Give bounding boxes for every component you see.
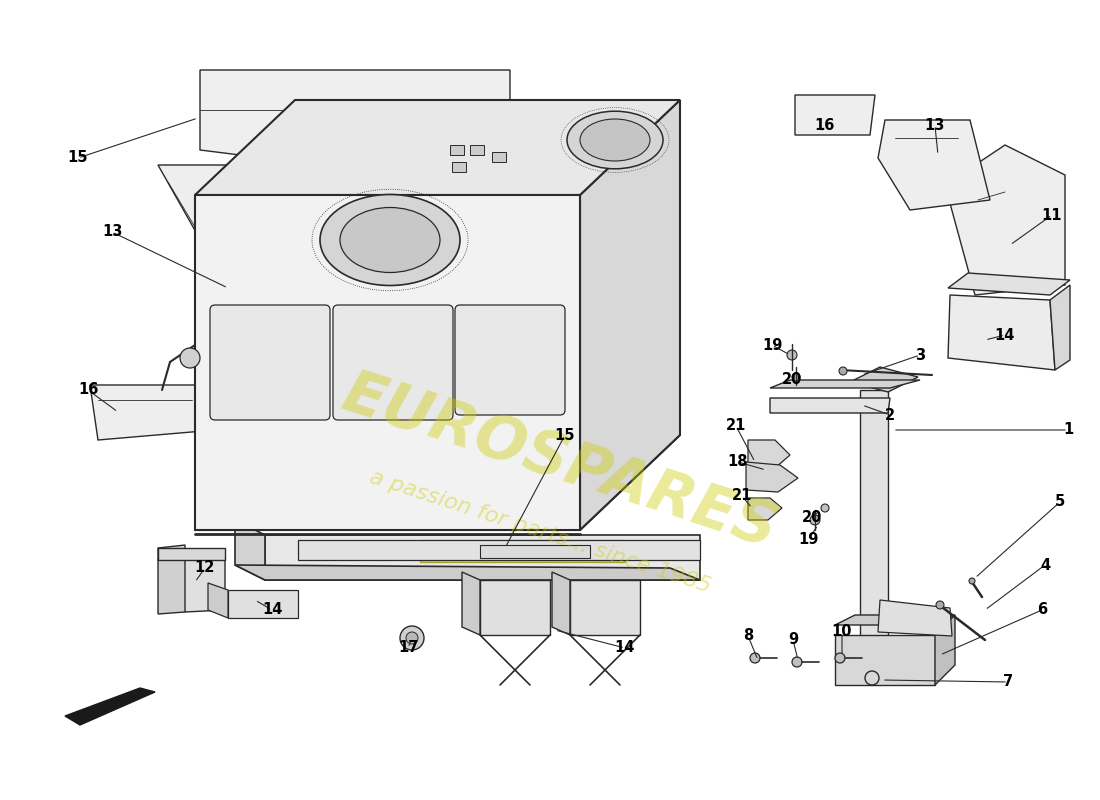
Text: 19: 19 — [798, 533, 818, 547]
Polygon shape — [878, 600, 952, 636]
Text: 21: 21 — [726, 418, 746, 434]
Polygon shape — [158, 165, 330, 310]
Ellipse shape — [340, 207, 440, 273]
Polygon shape — [795, 95, 874, 135]
Polygon shape — [226, 340, 255, 365]
Text: 15: 15 — [554, 427, 575, 442]
Text: 18: 18 — [728, 454, 748, 470]
Text: 2: 2 — [884, 407, 895, 422]
Polygon shape — [195, 100, 680, 195]
Bar — [452, 162, 466, 172]
Text: 9: 9 — [788, 633, 799, 647]
Text: 14: 14 — [262, 602, 283, 618]
Polygon shape — [945, 145, 1065, 295]
Text: 3: 3 — [915, 347, 925, 362]
Text: 20: 20 — [782, 373, 802, 387]
Polygon shape — [208, 583, 228, 618]
Text: 14: 14 — [994, 327, 1015, 342]
Text: EUROSPARES: EUROSPARES — [336, 364, 785, 560]
Circle shape — [750, 653, 760, 663]
Text: 20: 20 — [802, 510, 822, 526]
Ellipse shape — [320, 194, 460, 286]
Polygon shape — [228, 590, 298, 618]
Text: 10: 10 — [832, 625, 852, 639]
Text: 16: 16 — [78, 382, 98, 398]
Circle shape — [821, 504, 829, 512]
Circle shape — [969, 578, 975, 584]
Text: 13: 13 — [102, 225, 122, 239]
Polygon shape — [948, 295, 1055, 370]
Polygon shape — [552, 572, 570, 635]
Polygon shape — [878, 120, 990, 210]
Polygon shape — [580, 100, 680, 530]
FancyBboxPatch shape — [333, 305, 453, 420]
Text: 14: 14 — [615, 641, 635, 655]
Text: 19: 19 — [762, 338, 782, 353]
Circle shape — [810, 515, 820, 525]
Polygon shape — [748, 440, 790, 468]
Polygon shape — [90, 385, 214, 440]
Polygon shape — [835, 635, 935, 685]
Bar — [492, 152, 506, 162]
Polygon shape — [948, 273, 1070, 295]
Polygon shape — [158, 545, 185, 614]
Bar — [450, 145, 464, 155]
Polygon shape — [480, 545, 590, 558]
Polygon shape — [195, 435, 680, 530]
Ellipse shape — [566, 111, 663, 169]
Polygon shape — [748, 498, 782, 520]
Circle shape — [792, 657, 802, 667]
Polygon shape — [235, 520, 265, 580]
FancyBboxPatch shape — [455, 305, 565, 415]
Polygon shape — [570, 580, 640, 635]
Circle shape — [792, 373, 800, 381]
Polygon shape — [265, 535, 700, 580]
Polygon shape — [158, 560, 225, 612]
Polygon shape — [770, 380, 920, 388]
Polygon shape — [935, 615, 955, 685]
Circle shape — [839, 367, 847, 375]
Polygon shape — [835, 615, 955, 625]
Circle shape — [835, 653, 845, 663]
Polygon shape — [770, 398, 890, 413]
Polygon shape — [850, 367, 918, 392]
Ellipse shape — [580, 119, 650, 161]
Text: 11: 11 — [1042, 207, 1063, 222]
Text: 12: 12 — [195, 561, 216, 575]
Text: 16: 16 — [815, 118, 835, 134]
Text: 17: 17 — [398, 641, 418, 655]
Polygon shape — [195, 195, 580, 530]
Text: a passion for parts... since 1985: a passion for parts... since 1985 — [366, 467, 713, 597]
Polygon shape — [746, 462, 798, 492]
Circle shape — [180, 348, 200, 368]
Polygon shape — [235, 565, 700, 580]
Polygon shape — [200, 70, 510, 155]
Polygon shape — [65, 688, 155, 725]
Text: 8: 8 — [742, 629, 754, 643]
Circle shape — [786, 350, 798, 360]
Text: 1: 1 — [1063, 422, 1074, 438]
Circle shape — [400, 626, 424, 650]
Text: 21: 21 — [732, 489, 752, 503]
Polygon shape — [480, 580, 550, 635]
Polygon shape — [158, 548, 225, 560]
FancyBboxPatch shape — [210, 305, 330, 420]
Text: 15: 15 — [68, 150, 88, 166]
Polygon shape — [1050, 285, 1070, 370]
Polygon shape — [420, 540, 625, 562]
Circle shape — [936, 601, 944, 609]
Text: 4: 4 — [1040, 558, 1050, 573]
Polygon shape — [860, 390, 888, 650]
Polygon shape — [462, 572, 480, 635]
Text: 7: 7 — [1003, 674, 1013, 690]
Circle shape — [406, 632, 418, 644]
Text: 5: 5 — [1055, 494, 1065, 510]
Text: 13: 13 — [925, 118, 945, 134]
Bar — [470, 145, 484, 155]
Polygon shape — [298, 540, 700, 560]
Text: 6: 6 — [1037, 602, 1047, 618]
